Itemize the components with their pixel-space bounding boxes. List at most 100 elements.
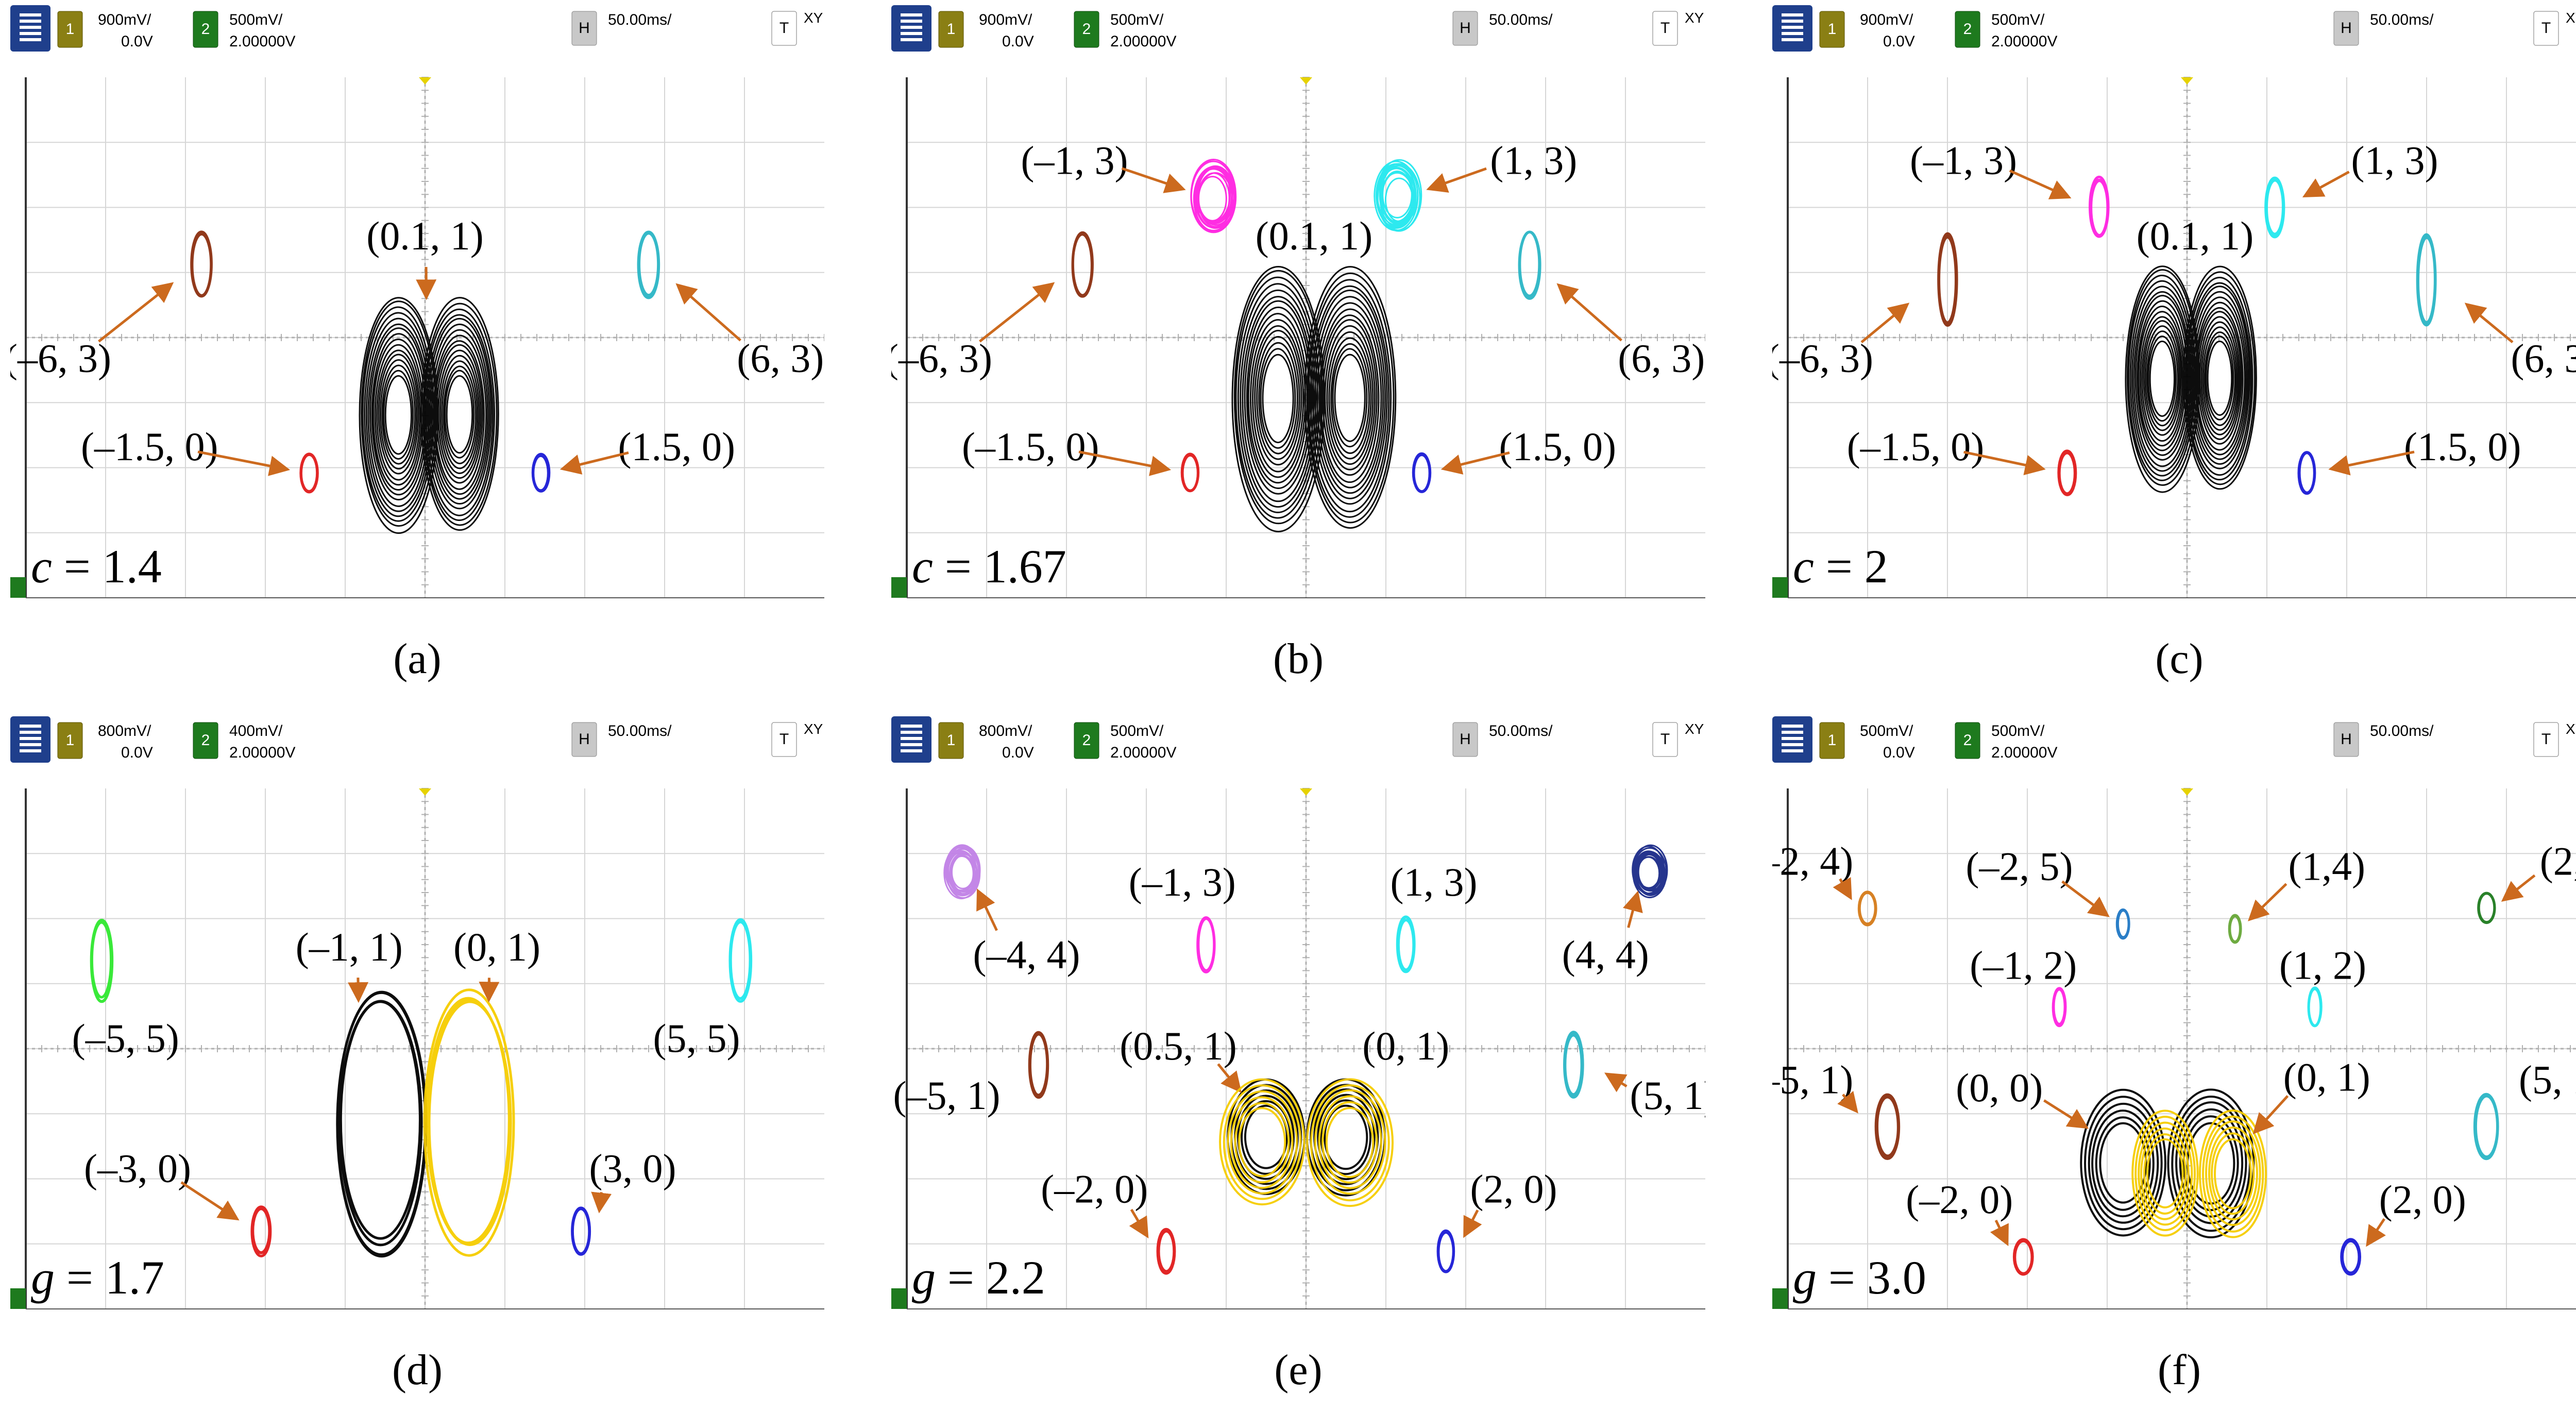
channel-2-badge[interactable]: 2 [193,11,218,47]
display-mode: XY [2566,721,2576,737]
channel-1-badge[interactable]: 1 [939,11,963,47]
attractor-label: (4, 4) [1562,932,1649,977]
channel-2-badge[interactable]: 2 [193,722,218,759]
channel-2-offset: 2.00000V [1991,33,2057,50]
horizontal-badge[interactable]: H [572,722,597,757]
attractor-label: (–1.5, 0) [81,424,218,469]
attractor-label: (1.5, 0) [618,424,735,469]
horizontal-label: H [579,731,590,748]
channel-1-badge[interactable]: 1 [58,722,82,759]
sub-caption: (d) [10,1345,824,1395]
channel-2-offset: 2.00000V [1991,744,2057,761]
attractor-label: (–2, 4) [1772,838,1853,883]
horizontal-badge[interactable]: H [1453,722,1478,757]
channel-2-scale: 400mV/ [229,722,283,739]
trigger-badge[interactable]: T [1653,11,1677,45]
trigger-label: T [2541,20,2551,37]
trigger-badge[interactable]: T [2534,722,2558,757]
channel-2-number: 2 [1082,732,1091,749]
attractor-label: (0.1, 1) [366,213,483,258]
parameter-label: g = 2.2 [912,1251,1045,1304]
parameter-label: g = 1.7 [31,1251,164,1304]
attractor-label: (–5, 5) [72,1016,179,1061]
attractor-label: (1, 2) [2279,943,2366,987]
display-mode: XY [1685,10,1704,26]
attractor-label: (0.1, 1) [1256,213,1372,258]
attractor-label: (–2, 5) [1966,844,2073,889]
parameter-label: c = 1.4 [31,540,162,593]
attractor-label: (–1.5, 0) [1847,424,1984,469]
menu-icon[interactable] [10,716,50,763]
channel-1-scale: 500mV/ [1860,722,1913,739]
channel-1-number: 1 [66,732,75,749]
display-mode: XY [804,10,823,26]
ground-marker [10,577,26,598]
attractor-label: (–1, 2) [1970,943,2077,987]
horizontal-label: H [2341,731,2352,748]
channel-1-badge[interactable]: 1 [58,11,82,47]
menu-icon[interactable] [10,5,50,52]
display-mode: XY [1685,721,1704,737]
menu-icon[interactable] [1772,716,1812,763]
menu-icon[interactable] [891,5,931,52]
attractor-label: (–6, 3) [1772,335,1873,380]
scope-screen: 1900mV/0.0V2500mV/2.00000VH50.00ms/TXY(–… [1772,0,2576,624]
parameter-value: = 2 [1814,540,1888,593]
parameter-label: g = 3.0 [1793,1251,1926,1304]
trigger-label: T [2541,731,2551,748]
attractor-label: (–1.5, 0) [962,424,1099,469]
attractor-label: (–1, 3) [1910,138,2017,183]
channel-1-number: 1 [1828,21,1837,38]
attractor-label: (–6, 3) [10,335,111,380]
scope-grid [26,77,824,598]
channel-2-badge[interactable]: 2 [1955,11,1980,47]
channel-1-scale: 800mV/ [98,722,151,739]
menu-icon[interactable] [891,716,931,763]
channel-2-number: 2 [1082,21,1091,38]
attractor-label: (–4, 4) [973,932,1080,977]
parameter-symbol: g [912,1251,936,1304]
scope-grid [1788,788,2576,1309]
timebase-value: 50.00ms/ [2370,722,2434,739]
channel-1-badge[interactable]: 1 [939,722,963,759]
attractor-label: (6, 3) [1618,335,1705,380]
channel-2-number: 2 [1963,732,1972,749]
attractor-label: (0.5, 1) [1120,1023,1236,1068]
horizontal-badge[interactable]: H [1453,11,1478,45]
horizontal-badge[interactable]: H [2334,722,2359,757]
trigger-badge[interactable]: T [1653,722,1677,757]
channel-2-scale: 500mV/ [1991,11,2045,28]
channel-1-badge[interactable]: 1 [1820,722,1844,759]
attractor-label: (0.1, 1) [2137,213,2253,258]
timebase-value: 50.00ms/ [2370,11,2434,28]
attractor-label: (1.5, 0) [1499,424,1616,469]
channel-2-scale: 500mV/ [1110,11,1164,28]
horizontal-badge[interactable]: H [2334,11,2359,45]
ground-marker [1772,1288,1788,1309]
attractor-label: (–5, 1) [893,1073,1001,1118]
channel-2-badge[interactable]: 2 [1074,722,1099,759]
menu-icon[interactable] [1772,5,1812,52]
ground-marker [1772,577,1788,598]
trigger-badge[interactable]: T [772,11,796,45]
horizontal-badge[interactable]: H [572,11,597,45]
trigger-label: T [779,20,789,37]
channel-1-badge[interactable]: 1 [1820,11,1844,47]
channel-2-badge[interactable]: 2 [1955,722,1980,759]
attractor-label: (0, 1) [2283,1055,2370,1100]
trigger-badge[interactable]: T [772,722,796,757]
channel-2-badge[interactable]: 2 [1074,11,1099,47]
sub-caption: (f) [1772,1345,2576,1395]
ground-marker [891,577,907,598]
channel-1-scale: 800mV/ [979,722,1032,739]
parameter-symbol: c [1793,540,1814,593]
trigger-badge[interactable]: T [2534,11,2558,45]
attractor-label: (0, 0) [1956,1065,2043,1110]
